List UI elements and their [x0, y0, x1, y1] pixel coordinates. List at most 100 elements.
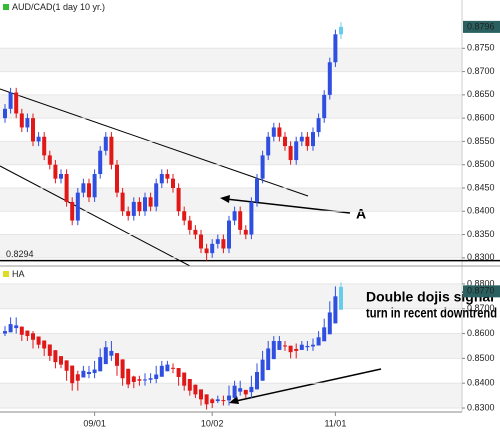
- candle-body: [283, 345, 287, 347]
- candle-body: [115, 353, 119, 366]
- y-tick-label: 0.8700: [467, 66, 495, 76]
- candle-body: [36, 136, 41, 142]
- candle-body: [120, 359, 125, 379]
- y-tick-label: 0.8800: [467, 278, 495, 288]
- candle-body: [159, 365, 164, 377]
- candle-body: [249, 201, 254, 235]
- candle-body: [277, 341, 282, 350]
- candle-body: [288, 345, 293, 353]
- candle-body: [266, 136, 271, 156]
- candle-body: [221, 239, 226, 249]
- candle-body: [81, 183, 86, 193]
- price-tag-label: 0.8796: [467, 21, 495, 31]
- candle-body: [260, 359, 265, 381]
- candle-body: [193, 229, 198, 235]
- y-tick-label: 0.8400: [467, 378, 495, 388]
- candle-body: [232, 385, 237, 398]
- y-tick-label: 0.8600: [467, 328, 495, 338]
- candle-body: [299, 344, 304, 350]
- candle-body: [299, 136, 304, 142]
- candle-body: [98, 357, 103, 372]
- candle-body: [8, 92, 13, 109]
- candle-body: [103, 347, 108, 365]
- candle-body: [193, 384, 198, 395]
- candle-body: [98, 150, 103, 175]
- y-tick-label: 0.8650: [467, 89, 495, 99]
- candle-body: [131, 376, 136, 382]
- candle-body: [70, 201, 75, 221]
- candle-body: [277, 127, 282, 137]
- candle-body: [148, 378, 153, 380]
- y-tick-label: 0.8500: [467, 159, 495, 169]
- candle-body: [322, 94, 327, 119]
- candle-body: [215, 239, 220, 244]
- candle-body: [47, 155, 52, 165]
- y-tick-label: 0.8300: [467, 402, 495, 412]
- title-marker: [3, 4, 9, 10]
- candle-body: [165, 174, 170, 179]
- candle-body: [238, 211, 243, 230]
- candle-body: [31, 118, 35, 142]
- candle-body: [271, 341, 276, 360]
- y-tick-label: 0.8750: [467, 43, 495, 53]
- candle-body: [232, 211, 237, 221]
- candle-body: [14, 92, 19, 114]
- band: [0, 383, 462, 409]
- candle-body: [59, 356, 63, 365]
- candle-body: [126, 211, 131, 216]
- candle-body: [227, 220, 231, 249]
- candle-body: [92, 174, 97, 198]
- candle-body: [238, 388, 243, 392]
- annotation: Double dojis signal: [366, 289, 494, 305]
- candle-body: [294, 141, 299, 161]
- candle-body: [333, 34, 338, 63]
- title-marker: [3, 271, 9, 277]
- y-tick-label: 0.8500: [467, 353, 495, 363]
- candle-body: [316, 337, 321, 346]
- candle-body: [210, 243, 215, 254]
- candle-body: [322, 327, 327, 342]
- candle-body: [215, 399, 220, 402]
- candle-body: [204, 394, 209, 405]
- candle-body: [75, 374, 80, 381]
- candle-body: [8, 324, 13, 333]
- candle-body: [3, 108, 7, 119]
- channel-lower: [0, 165, 191, 267]
- candle-body: [294, 348, 299, 351]
- candle-body: [131, 201, 136, 216]
- annotation: A: [356, 206, 366, 222]
- candle-body: [327, 312, 332, 335]
- candle-body: [339, 26, 343, 35]
- support-label: 0.8294: [6, 249, 34, 259]
- candle-body: [182, 211, 187, 221]
- candle-body: [53, 350, 58, 363]
- candle-body: [210, 399, 215, 404]
- candle-body: [36, 336, 41, 345]
- candle-body: [182, 372, 187, 386]
- candle-body: [53, 164, 58, 179]
- candle-body: [92, 369, 97, 374]
- candle-body: [87, 372, 91, 375]
- candle-body: [305, 345, 310, 348]
- y-tick-label: 0.8300: [467, 252, 495, 262]
- candle-body: [204, 248, 209, 254]
- chart-title: HA: [12, 269, 25, 279]
- candle-body: [255, 178, 259, 202]
- candle-body: [311, 132, 315, 147]
- candle-body: [75, 192, 80, 221]
- candle-body: [25, 118, 30, 128]
- candle-body: [288, 146, 293, 161]
- candle-body: [260, 155, 265, 179]
- candle-body: [42, 136, 47, 156]
- candle-body: [255, 372, 259, 390]
- candle-body: [70, 365, 75, 384]
- candle-body: [249, 386, 254, 393]
- y-tick-label: 0.8400: [467, 206, 495, 216]
- candle-body: [339, 286, 343, 310]
- candle-body: [87, 183, 91, 198]
- candle-body: [14, 325, 19, 329]
- candle-body: [154, 374, 159, 379]
- candle-body: [176, 368, 181, 377]
- y-tick-label: 0.8700: [467, 303, 495, 313]
- candle-body: [19, 113, 24, 128]
